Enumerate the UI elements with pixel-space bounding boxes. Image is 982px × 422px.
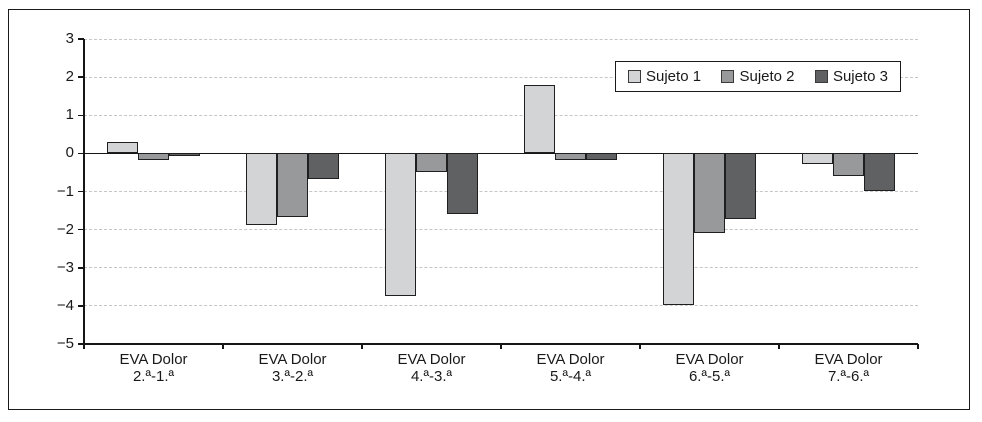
y-axis-line <box>83 39 85 344</box>
legend-item-sujeto-1: Sujeto 1 <box>628 68 701 85</box>
bar-sujeto-3-cat4 <box>586 152 617 161</box>
x-category-label: EVA Dolor 2.ª-1.ª <box>119 351 188 385</box>
gridline-y3 <box>84 38 918 40</box>
x-axis-tick <box>778 344 780 349</box>
bar-sujeto-2-cat4 <box>555 152 586 161</box>
gridline-y-2 <box>84 229 918 231</box>
x-axis-tick <box>639 344 641 349</box>
bar-sujeto-1-cat6 <box>802 152 833 165</box>
gridline-y-4 <box>84 305 918 307</box>
bar-sujeto-2-cat5 <box>694 152 725 233</box>
bar-sujeto-1-cat3 <box>385 152 416 296</box>
y-axis-tick <box>77 38 84 40</box>
bar-sujeto-2-cat3 <box>416 152 447 172</box>
x-axis-zero-line <box>84 152 918 155</box>
y-axis-tick <box>77 76 84 78</box>
legend-swatch-sujeto-2-icon <box>721 70 735 83</box>
x-axis-tick <box>500 344 502 349</box>
x-axis-tick <box>83 344 85 349</box>
y-tick-label: −1 <box>56 182 74 200</box>
bar-sujeto-2-cat2 <box>277 152 308 218</box>
y-tick-label: −4 <box>56 296 74 314</box>
bar-sujeto-2-cat1 <box>138 152 169 161</box>
x-category-label: EVA Dolor 7.ª-6.ª <box>814 351 883 385</box>
legend-label-sujeto-1: Sujeto 1 <box>646 68 702 85</box>
y-tick-label: 1 <box>65 106 74 124</box>
y-tick-label: −5 <box>56 335 74 352</box>
legend-label-sujeto-3: Sujeto 3 <box>832 68 888 85</box>
bar-sujeto-3-cat5 <box>725 152 756 220</box>
x-axis-tick <box>917 344 919 349</box>
x-category-label: EVA Dolor 6.ª-5.ª <box>675 351 744 385</box>
x-category-label: EVA Dolor 5.ª-4.ª <box>536 351 605 385</box>
bar-sujeto-3-cat1 <box>169 152 200 157</box>
bar-sujeto-1-cat2 <box>246 152 277 226</box>
gridline-y-1 <box>84 191 918 192</box>
y-tick-label: −2 <box>56 220 74 238</box>
legend-swatch-sujeto-1-icon <box>628 70 641 83</box>
x-category-label: EVA Dolor 3.ª-2.ª <box>258 351 327 385</box>
gridline-y-3 <box>84 267 918 269</box>
bar-sujeto-1-cat4 <box>524 84 555 154</box>
legend-item-sujeto-2: Sujeto 2 <box>721 68 795 85</box>
y-tick-label: 2 <box>65 68 74 86</box>
bar-sujeto-1-cat1 <box>107 141 138 154</box>
bar-sujeto-3-cat2 <box>308 152 339 180</box>
y-axis-tick <box>77 343 84 345</box>
legend-swatch-sujeto-3-icon <box>814 70 828 83</box>
y-tick-label: −3 <box>56 258 74 276</box>
x-category-label: EVA Dolor 4.ª-3.ª <box>397 351 466 385</box>
gridline-y2 <box>84 76 918 78</box>
x-axis-tick <box>222 344 224 349</box>
x-axis-tick <box>361 344 363 349</box>
y-axis-tick <box>77 228 84 231</box>
bar-sujeto-2-cat6 <box>833 152 864 176</box>
y-axis-tick <box>77 190 84 193</box>
legend-item-sujeto-3: Sujeto 3 <box>814 68 888 85</box>
y-axis-tick <box>77 305 84 307</box>
legend-label-sujeto-2: Sujeto 2 <box>739 68 795 85</box>
bar-sujeto-3-cat6 <box>864 152 895 191</box>
y-tick-label: 3 <box>65 30 74 47</box>
legend: Sujeto 1 Sujeto 2 Sujeto 3 <box>615 61 901 92</box>
y-axis-tick <box>77 152 84 155</box>
gridline-y1 <box>84 114 918 116</box>
bar-sujeto-3-cat3 <box>447 152 478 214</box>
bar-sujeto-1-cat5 <box>663 152 694 306</box>
y-axis-tick <box>77 267 84 269</box>
y-tick-label: 0 <box>65 144 74 162</box>
y-axis-tick <box>77 114 84 116</box>
